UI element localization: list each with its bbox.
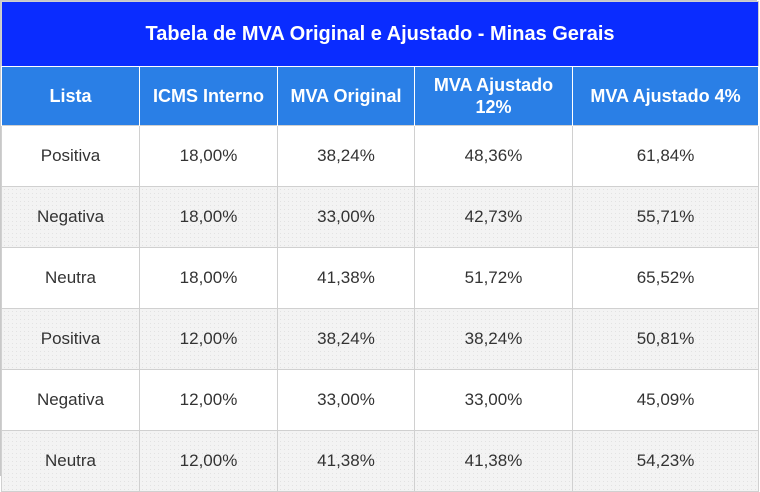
header-mva-original: MVA Original xyxy=(277,66,415,126)
cell-mva-original: 38,24% xyxy=(277,308,415,370)
table-row: Neutra 12,00% 41,38% 41,38% 54,23% xyxy=(1,430,760,492)
cell-icms-interno: 18,00% xyxy=(139,186,278,248)
table-row: Negativa 12,00% 33,00% 33,00% 45,09% xyxy=(1,369,760,431)
cell-mva-ajustado-12: 51,72% xyxy=(414,247,573,309)
cell-mva-ajustado-12: 41,38% xyxy=(414,430,573,492)
cell-mva-ajustado-4: 65,52% xyxy=(571,247,760,309)
cell-lista: Positiva xyxy=(1,125,140,187)
cell-mva-ajustado-12: 42,73% xyxy=(414,186,573,248)
cell-mva-ajustado-4: 54,23% xyxy=(571,430,760,492)
table-row: Neutra 18,00% 41,38% 51,72% 65,52% xyxy=(1,247,760,309)
cell-icms-interno: 18,00% xyxy=(139,125,278,187)
cell-mva-original: 33,00% xyxy=(277,186,415,248)
cell-icms-interno: 12,00% xyxy=(139,369,278,431)
header-row: Lista ICMS Interno MVA Original MVA Ajus… xyxy=(1,66,760,126)
cell-icms-interno: 12,00% xyxy=(139,308,278,370)
cell-icms-interno: 18,00% xyxy=(139,247,278,309)
cell-mva-ajustado-4: 45,09% xyxy=(571,369,760,431)
cell-lista: Neutra xyxy=(1,247,140,309)
title-row: Tabela de MVA Original e Ajustado - Mina… xyxy=(0,1,760,67)
cell-mva-ajustado-4: 61,84% xyxy=(571,125,760,187)
cell-lista: Positiva xyxy=(1,308,140,370)
cell-lista: Negativa xyxy=(1,186,140,248)
header-mva-ajustado-4: MVA Ajustado 4% xyxy=(571,66,760,126)
header-lista: Lista xyxy=(1,66,140,126)
cell-mva-original: 41,38% xyxy=(277,430,415,492)
cell-mva-original: 38,24% xyxy=(277,125,415,187)
cell-icms-interno: 12,00% xyxy=(139,430,278,492)
cell-mva-original: 33,00% xyxy=(277,369,415,431)
table-row: Positiva 18,00% 38,24% 48,36% 61,84% xyxy=(1,125,760,187)
cell-lista: Negativa xyxy=(1,369,140,431)
table-row: Negativa 18,00% 33,00% 42,73% 55,71% xyxy=(1,186,760,248)
table-title: Tabela de MVA Original e Ajustado - Mina… xyxy=(0,1,760,67)
header-mva-ajustado-12: MVA Ajustado 12% xyxy=(414,66,573,126)
cell-mva-ajustado-12: 33,00% xyxy=(414,369,573,431)
cell-mva-ajustado-4: 55,71% xyxy=(571,186,760,248)
cell-mva-ajustado-4: 50,81% xyxy=(571,308,760,370)
header-icms-interno: ICMS Interno xyxy=(139,66,278,126)
cell-lista: Neutra xyxy=(1,430,140,492)
cell-mva-original: 41,38% xyxy=(277,247,415,309)
cell-mva-ajustado-12: 48,36% xyxy=(414,125,573,187)
cell-mva-ajustado-12: 38,24% xyxy=(414,308,573,370)
table-row: Positiva 12,00% 38,24% 38,24% 50,81% xyxy=(1,308,760,370)
